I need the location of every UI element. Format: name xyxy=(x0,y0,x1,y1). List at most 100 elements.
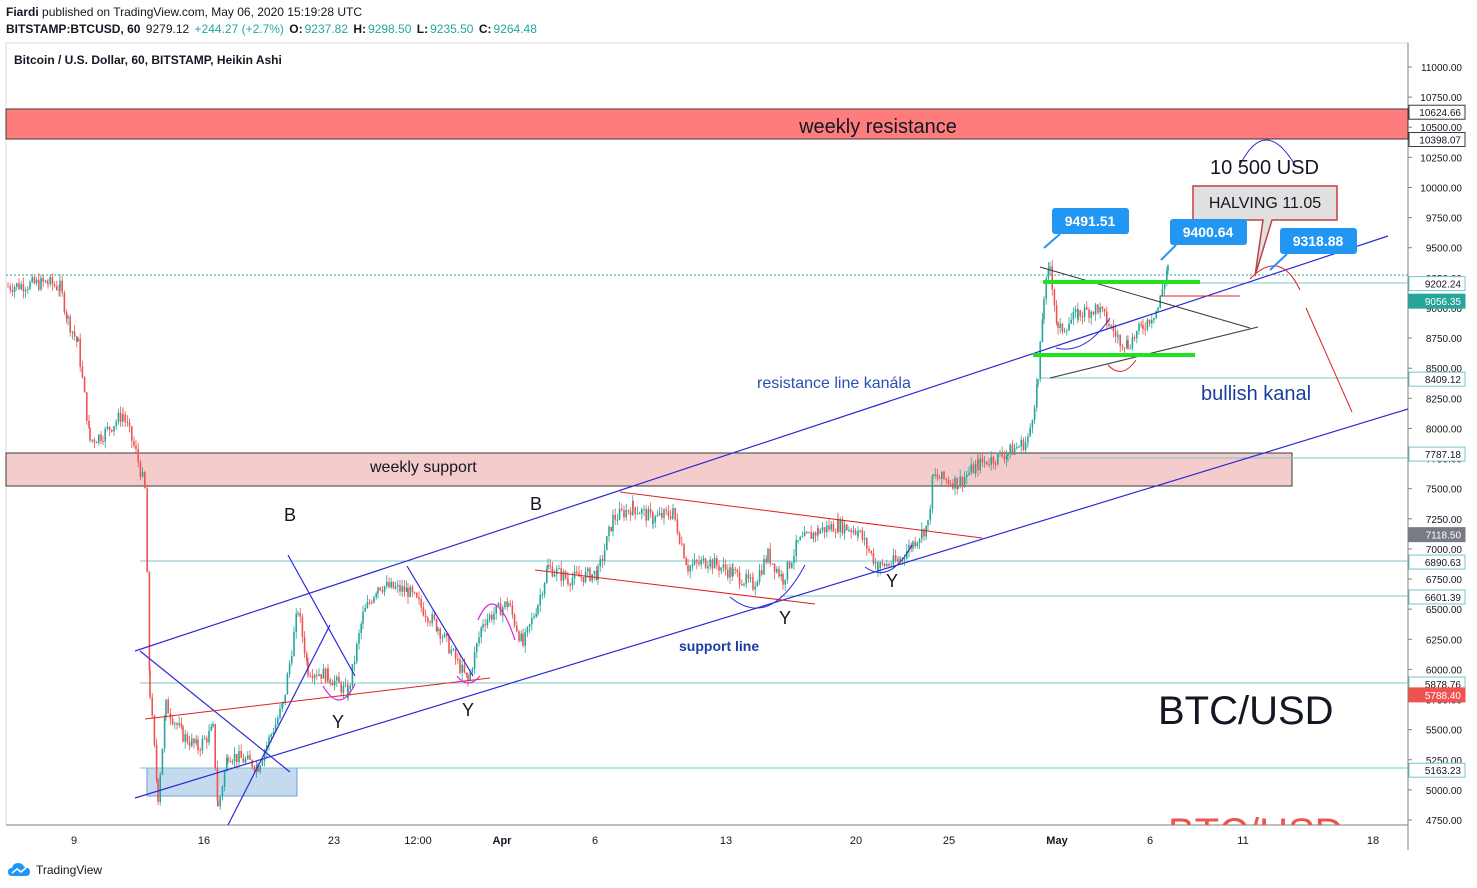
candle-body xyxy=(51,276,54,285)
candle-body xyxy=(535,613,537,617)
candle-body xyxy=(1018,446,1020,448)
candle-body xyxy=(674,508,676,520)
candle-body xyxy=(765,559,767,563)
candle-body xyxy=(1066,330,1068,332)
candle-body xyxy=(27,288,29,291)
svg-text:10398.07: 10398.07 xyxy=(1419,136,1461,147)
candle-body xyxy=(1072,311,1075,320)
candle-body xyxy=(83,377,86,393)
candle-body xyxy=(29,281,31,289)
candle-body xyxy=(970,464,972,473)
svg-text:7118.50: 7118.50 xyxy=(1426,531,1462,542)
candle-body xyxy=(253,767,256,771)
candle-body xyxy=(379,587,381,591)
candle-body xyxy=(1086,307,1088,310)
candle-body xyxy=(578,572,580,577)
candle-body xyxy=(1024,442,1027,451)
candle-body xyxy=(392,581,395,589)
candle-body xyxy=(584,571,587,583)
reference-lines xyxy=(140,282,1408,769)
tradingview-logo[interactable]: TradingView xyxy=(8,862,102,878)
candle-body xyxy=(360,623,362,634)
candle-body xyxy=(24,290,27,292)
candle-body xyxy=(676,519,679,534)
candle-body xyxy=(963,476,966,486)
candle-body xyxy=(1003,456,1006,460)
price-callout-3: 9318.88 xyxy=(1269,228,1357,271)
candle-body xyxy=(461,664,463,673)
candle-body xyxy=(580,576,582,578)
candle-body xyxy=(1146,319,1149,330)
candle-body xyxy=(401,586,403,592)
y-tick-label: 5500.00 xyxy=(1426,726,1463,737)
red-trendlines xyxy=(144,265,1353,720)
candle-body xyxy=(18,283,20,290)
candle-body xyxy=(883,563,886,567)
candle-body xyxy=(861,530,864,540)
candle-body xyxy=(952,483,954,489)
candle-body xyxy=(549,564,551,567)
candle-body xyxy=(124,414,126,422)
candle-body xyxy=(349,685,351,690)
candle-body xyxy=(758,570,761,582)
high-value: 9298.50 xyxy=(368,22,412,36)
candle-body xyxy=(1121,346,1124,348)
x-tick-label: 23 xyxy=(328,835,340,847)
candle-body xyxy=(718,565,720,571)
publish-line: Fiardi published on TradingView.com, May… xyxy=(6,5,362,19)
candle-body xyxy=(257,764,259,772)
candle-body xyxy=(277,718,279,724)
candle-body xyxy=(658,512,661,516)
candle-body xyxy=(403,586,406,592)
candle-body xyxy=(890,564,892,566)
price-label: 6890.63 xyxy=(1408,554,1466,570)
candle-body xyxy=(854,530,857,535)
x-axis-ticks: 9 16 23 12:00 Apr 6 13 20 25 May 6 11 18 xyxy=(71,835,1379,847)
target-label: 10 500 USD xyxy=(1210,157,1319,179)
candle-body xyxy=(71,331,74,333)
candle-body xyxy=(921,529,923,539)
candle-body xyxy=(206,738,208,743)
candle-body xyxy=(1088,309,1090,318)
candle-body xyxy=(983,461,986,463)
svg-text:6601.39: 6601.39 xyxy=(1425,593,1462,604)
published-text: published on TradingView.com, May 06, 20… xyxy=(42,5,362,19)
candle-body xyxy=(749,577,752,579)
candle-body xyxy=(303,636,306,654)
candle-body xyxy=(268,736,270,746)
support-line-label: support line xyxy=(679,638,759,654)
candle-body xyxy=(153,715,156,746)
candle-body xyxy=(397,584,399,587)
candle-body xyxy=(589,568,591,581)
candle-body xyxy=(817,527,819,534)
candle-body xyxy=(576,571,578,573)
candle-body xyxy=(551,566,554,577)
candle-body xyxy=(874,562,877,564)
candle-body xyxy=(155,745,158,780)
chart-title: Bitcoin / U.S. Dollar, 60, BITSTAMP, Hei… xyxy=(14,53,282,67)
candle-body xyxy=(411,586,414,593)
svg-text:6890.63: 6890.63 xyxy=(1425,558,1462,569)
y-tick-label: 6500.00 xyxy=(1426,605,1463,616)
candle-body xyxy=(1079,310,1081,316)
candle-body xyxy=(344,684,347,686)
candle-body xyxy=(614,514,616,520)
plot-area[interactable] xyxy=(5,42,1409,826)
candles xyxy=(7,260,1169,810)
candle-body xyxy=(86,392,88,421)
candle-body xyxy=(1131,337,1134,349)
candle-body xyxy=(700,560,702,565)
price-label: 5163.23 xyxy=(1408,762,1466,778)
candle-body xyxy=(877,568,879,572)
candle-body xyxy=(981,458,984,463)
candle-body xyxy=(219,796,221,807)
candle-body xyxy=(752,578,754,590)
author[interactable]: Fiardi xyxy=(6,5,39,19)
candle-body xyxy=(943,471,945,479)
candle-body xyxy=(743,583,745,586)
candle-body xyxy=(634,507,636,514)
candle-body xyxy=(797,540,799,542)
candle-body xyxy=(56,286,58,290)
y-tick-label: 5000.00 xyxy=(1426,786,1463,797)
